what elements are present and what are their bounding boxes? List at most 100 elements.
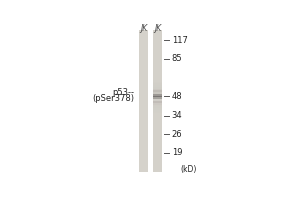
Bar (139, 76, 148, 80)
Bar (153, 66, 162, 67)
Bar (153, 168, 162, 170)
Bar (139, 126, 148, 129)
Bar (153, 39, 162, 41)
Bar (139, 73, 148, 76)
Bar (153, 96, 162, 97)
Bar (153, 154, 162, 156)
Bar (139, 37, 148, 41)
Bar (139, 147, 148, 151)
Bar (153, 112, 162, 113)
Bar (153, 94, 162, 96)
Bar (139, 136, 148, 140)
Bar (153, 50, 162, 51)
Bar (153, 151, 162, 152)
Text: 34: 34 (172, 111, 182, 120)
Bar (153, 78, 162, 80)
Bar (153, 135, 162, 136)
Bar (153, 138, 162, 140)
Bar (153, 41, 162, 43)
Bar (153, 69, 162, 71)
Bar (153, 101, 162, 103)
Bar (153, 115, 162, 117)
Bar (153, 117, 162, 119)
Bar (153, 110, 162, 112)
Bar (153, 142, 162, 144)
Bar (139, 62, 148, 66)
Bar (153, 58, 162, 60)
Bar (153, 161, 162, 163)
Text: 48: 48 (172, 92, 182, 101)
Bar (139, 48, 148, 51)
Bar (153, 55, 162, 57)
Bar (139, 144, 148, 147)
Bar (139, 105, 148, 108)
Bar (139, 122, 148, 126)
Bar (153, 34, 162, 35)
Bar (153, 140, 162, 142)
Bar (153, 99, 162, 101)
Bar (153, 136, 162, 138)
Bar (153, 76, 162, 78)
Bar (153, 43, 162, 44)
Text: 117: 117 (172, 36, 188, 45)
Bar (153, 74, 162, 76)
Bar (139, 97, 148, 101)
Bar (139, 151, 148, 154)
Text: (kD): (kD) (181, 165, 197, 174)
Bar (153, 108, 162, 110)
Bar (153, 122, 162, 124)
Bar (153, 67, 162, 69)
Bar (153, 133, 162, 135)
Bar (153, 90, 162, 92)
Bar (139, 90, 148, 94)
Bar (139, 129, 148, 133)
Bar (153, 170, 162, 172)
Bar (139, 44, 148, 48)
Bar (139, 165, 148, 168)
Bar (139, 51, 148, 55)
Bar (139, 119, 148, 122)
Bar (153, 156, 162, 158)
Bar (153, 92, 162, 94)
Bar (153, 126, 162, 128)
Bar (153, 149, 162, 151)
Bar (139, 41, 148, 44)
Text: 85: 85 (172, 54, 182, 63)
Text: (pSer378): (pSer378) (92, 94, 134, 103)
Bar (153, 131, 162, 133)
Bar (153, 87, 162, 89)
Bar (153, 51, 162, 53)
Bar (139, 94, 148, 97)
Bar (139, 69, 148, 73)
Bar (153, 119, 162, 120)
Bar (139, 58, 148, 62)
Bar (153, 57, 162, 58)
Bar (153, 159, 162, 161)
Bar (153, 147, 162, 149)
Bar (153, 105, 162, 106)
Bar (153, 106, 162, 108)
Bar (139, 133, 148, 136)
Bar (139, 140, 148, 144)
Bar (153, 85, 162, 87)
Bar (153, 165, 162, 167)
Bar (153, 129, 162, 131)
Bar (139, 34, 148, 37)
Bar (153, 120, 162, 122)
Bar (153, 158, 162, 159)
Bar (153, 46, 162, 48)
Bar (139, 115, 148, 119)
Bar (153, 144, 162, 145)
Text: JK: JK (154, 24, 161, 33)
Bar (153, 80, 162, 82)
Bar (153, 35, 162, 37)
Bar (153, 145, 162, 147)
Text: JK: JK (140, 24, 147, 33)
Bar (139, 158, 148, 161)
Bar (153, 82, 162, 83)
Bar (153, 113, 162, 115)
Bar (139, 108, 148, 112)
Bar (153, 89, 162, 90)
Bar (153, 30, 162, 172)
Bar (153, 163, 162, 165)
